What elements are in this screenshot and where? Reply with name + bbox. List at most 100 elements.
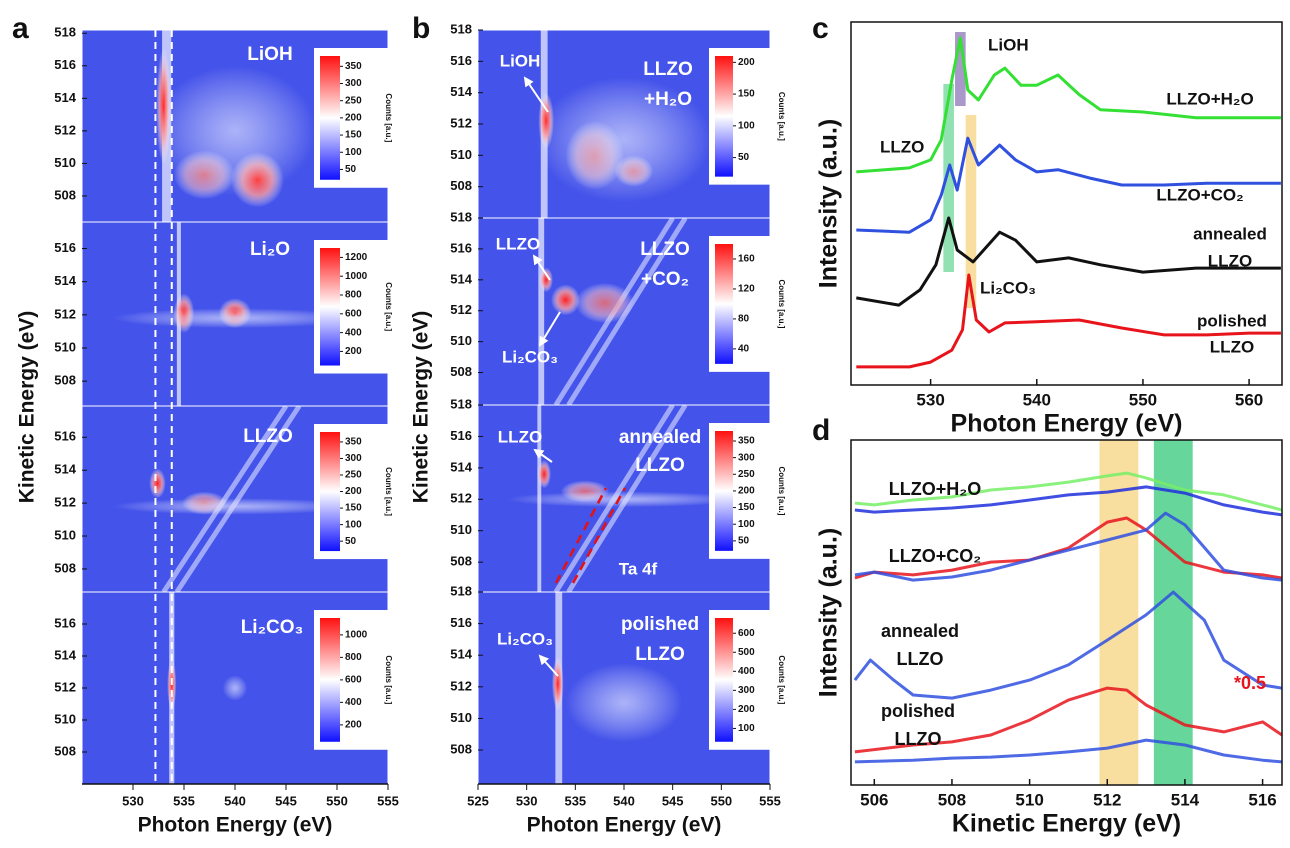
spectrum-line — [856, 273, 1281, 369]
y-tick-label: 516 — [450, 615, 472, 630]
annotation: LLZO+H₂O — [889, 479, 982, 499]
subplot-label: LiOH — [247, 44, 292, 65]
dashed-guide — [554, 487, 608, 584]
highlight-band — [955, 32, 966, 106]
x-tick-label: 540 — [1023, 390, 1051, 409]
x-tick-label: 555 — [377, 793, 399, 808]
band-label: LLZO — [880, 137, 924, 156]
colorbar-tick-label: 150 — [345, 130, 362, 141]
x-tick-label: 560 — [1235, 390, 1263, 409]
subplot-label: Li₂CO₃ — [241, 617, 304, 638]
y-axis-label: Kinetic Energy (eV) — [410, 311, 433, 504]
x-tick-label: 545 — [275, 793, 297, 808]
spectrum-line — [854, 471, 1282, 512]
spectrum-line — [854, 516, 1282, 580]
colorbar-label: Counts [a.u.] — [384, 655, 393, 704]
y-tick-label: 516 — [54, 57, 76, 72]
y-tick-label: 508 — [450, 741, 472, 756]
band-label: LiOH — [988, 35, 1029, 54]
y-tick-label: 516 — [54, 240, 76, 255]
colorbar-tick-label: 400 — [738, 666, 755, 677]
subplot-label: LLZO — [243, 426, 293, 447]
colorbar-tick-label: 100 — [738, 519, 755, 530]
y-tick-label: 514 — [54, 647, 76, 662]
spectrum-line — [854, 738, 1282, 764]
x-tick-label: 555 — [759, 793, 781, 808]
subplot-label: LLZO — [635, 455, 685, 476]
x-tick-label: 550 — [326, 793, 348, 808]
intensity-blob — [153, 65, 317, 196]
colorbar-tick-label: 200 — [738, 57, 755, 68]
x-tick-label: 530 — [516, 793, 538, 808]
x-tick-label: 540 — [613, 793, 635, 808]
colorbar-label: Counts [a.u.] — [384, 467, 393, 516]
spectrum-line — [856, 36, 1281, 174]
colorbar-tick-label: 250 — [345, 470, 362, 481]
colorbar-tick-label: 200 — [738, 486, 755, 497]
x-tick-label: 514 — [1171, 790, 1200, 809]
colorbar-tick-label: 400 — [345, 327, 362, 338]
colorbar-tick-label: 300 — [738, 685, 755, 696]
y-tick-label: 508 — [54, 560, 76, 575]
colorbar-label: Counts [a.u.] — [777, 92, 786, 141]
colorbar-tick-label: 120 — [738, 284, 755, 295]
spectrum-line — [854, 485, 1282, 517]
colorbar-tick-label: 250 — [345, 95, 362, 106]
y-tick-label: 512 — [450, 302, 472, 317]
x-tick-label: 506 — [860, 790, 888, 809]
colorbar-tick-label: 350 — [345, 61, 362, 72]
annotation: LLZO — [498, 427, 542, 446]
x-tick-label: 540 — [224, 793, 246, 808]
colorbar-label: Counts [a.u.] — [384, 93, 393, 142]
subplot-label: LLZO — [640, 239, 690, 260]
colorbar-tick-label: 50 — [345, 536, 357, 547]
spectrum-line — [854, 511, 1282, 582]
highlight-band — [1099, 440, 1139, 785]
intensity-blob — [537, 460, 551, 489]
colorbar-tick-label: 200 — [738, 704, 755, 715]
y-tick-label: 512 — [54, 679, 76, 694]
intensity-blob — [565, 663, 683, 743]
colorbar-tick-label: 100 — [345, 519, 362, 530]
colorbar-tick-label: 1000 — [345, 630, 368, 641]
colorbar-tick-label: 160 — [738, 254, 755, 265]
subplot-label: +CO₂ — [641, 269, 689, 290]
annotation: LLZO — [897, 649, 944, 669]
y-tick-label: 514 — [54, 90, 76, 105]
y-tick-label: 514 — [450, 271, 472, 286]
series-label: LLZO+CO₂ — [1156, 185, 1243, 204]
y-tick-label: 510 — [54, 155, 76, 170]
annotation: LLZO — [895, 729, 942, 749]
highlight-band — [1153, 440, 1193, 785]
colorbar-tick-label: 50 — [738, 536, 750, 547]
colorbar — [320, 432, 340, 552]
series-label: LLZO — [1210, 337, 1254, 356]
colorbar-tick-label: 600 — [738, 628, 755, 639]
highlight-band — [965, 115, 977, 308]
y-axis-label: Intensity (a.u.) — [815, 119, 843, 288]
y-tick-label: 512 — [54, 495, 76, 510]
y-tick-label: 518 — [450, 21, 472, 36]
y-tick-label: 516 — [450, 240, 472, 255]
colorbar-tick-label: 100 — [345, 147, 362, 158]
colorbar — [715, 618, 733, 742]
x-tick-label: 550 — [1129, 390, 1157, 409]
annotation: LiOH — [500, 51, 541, 70]
dashed-guide — [571, 487, 627, 584]
x-axis-label: Kinetic Energy (eV) — [952, 810, 1181, 838]
colorbar-tick-label: 150 — [738, 502, 755, 513]
x-tick-label: 508 — [938, 790, 966, 809]
colorbar-tick-label: 50 — [738, 152, 750, 163]
band-label: Li₂CO₃ — [980, 278, 1036, 297]
colorbar-tick-label: 200 — [345, 486, 362, 497]
plot-frame — [850, 439, 1283, 786]
y-tick-label: 518 — [450, 209, 472, 224]
annotation: Li₂CO₃ — [497, 629, 553, 648]
y-tick-label: 510 — [54, 527, 76, 542]
colorbar-tick-label: 300 — [345, 78, 362, 89]
colorbar-tick-label: 800 — [345, 290, 362, 301]
x-tick-label: 535 — [564, 793, 586, 808]
y-tick-label: 510 — [450, 147, 472, 162]
colorbar-label: Counts [a.u.] — [777, 279, 786, 328]
